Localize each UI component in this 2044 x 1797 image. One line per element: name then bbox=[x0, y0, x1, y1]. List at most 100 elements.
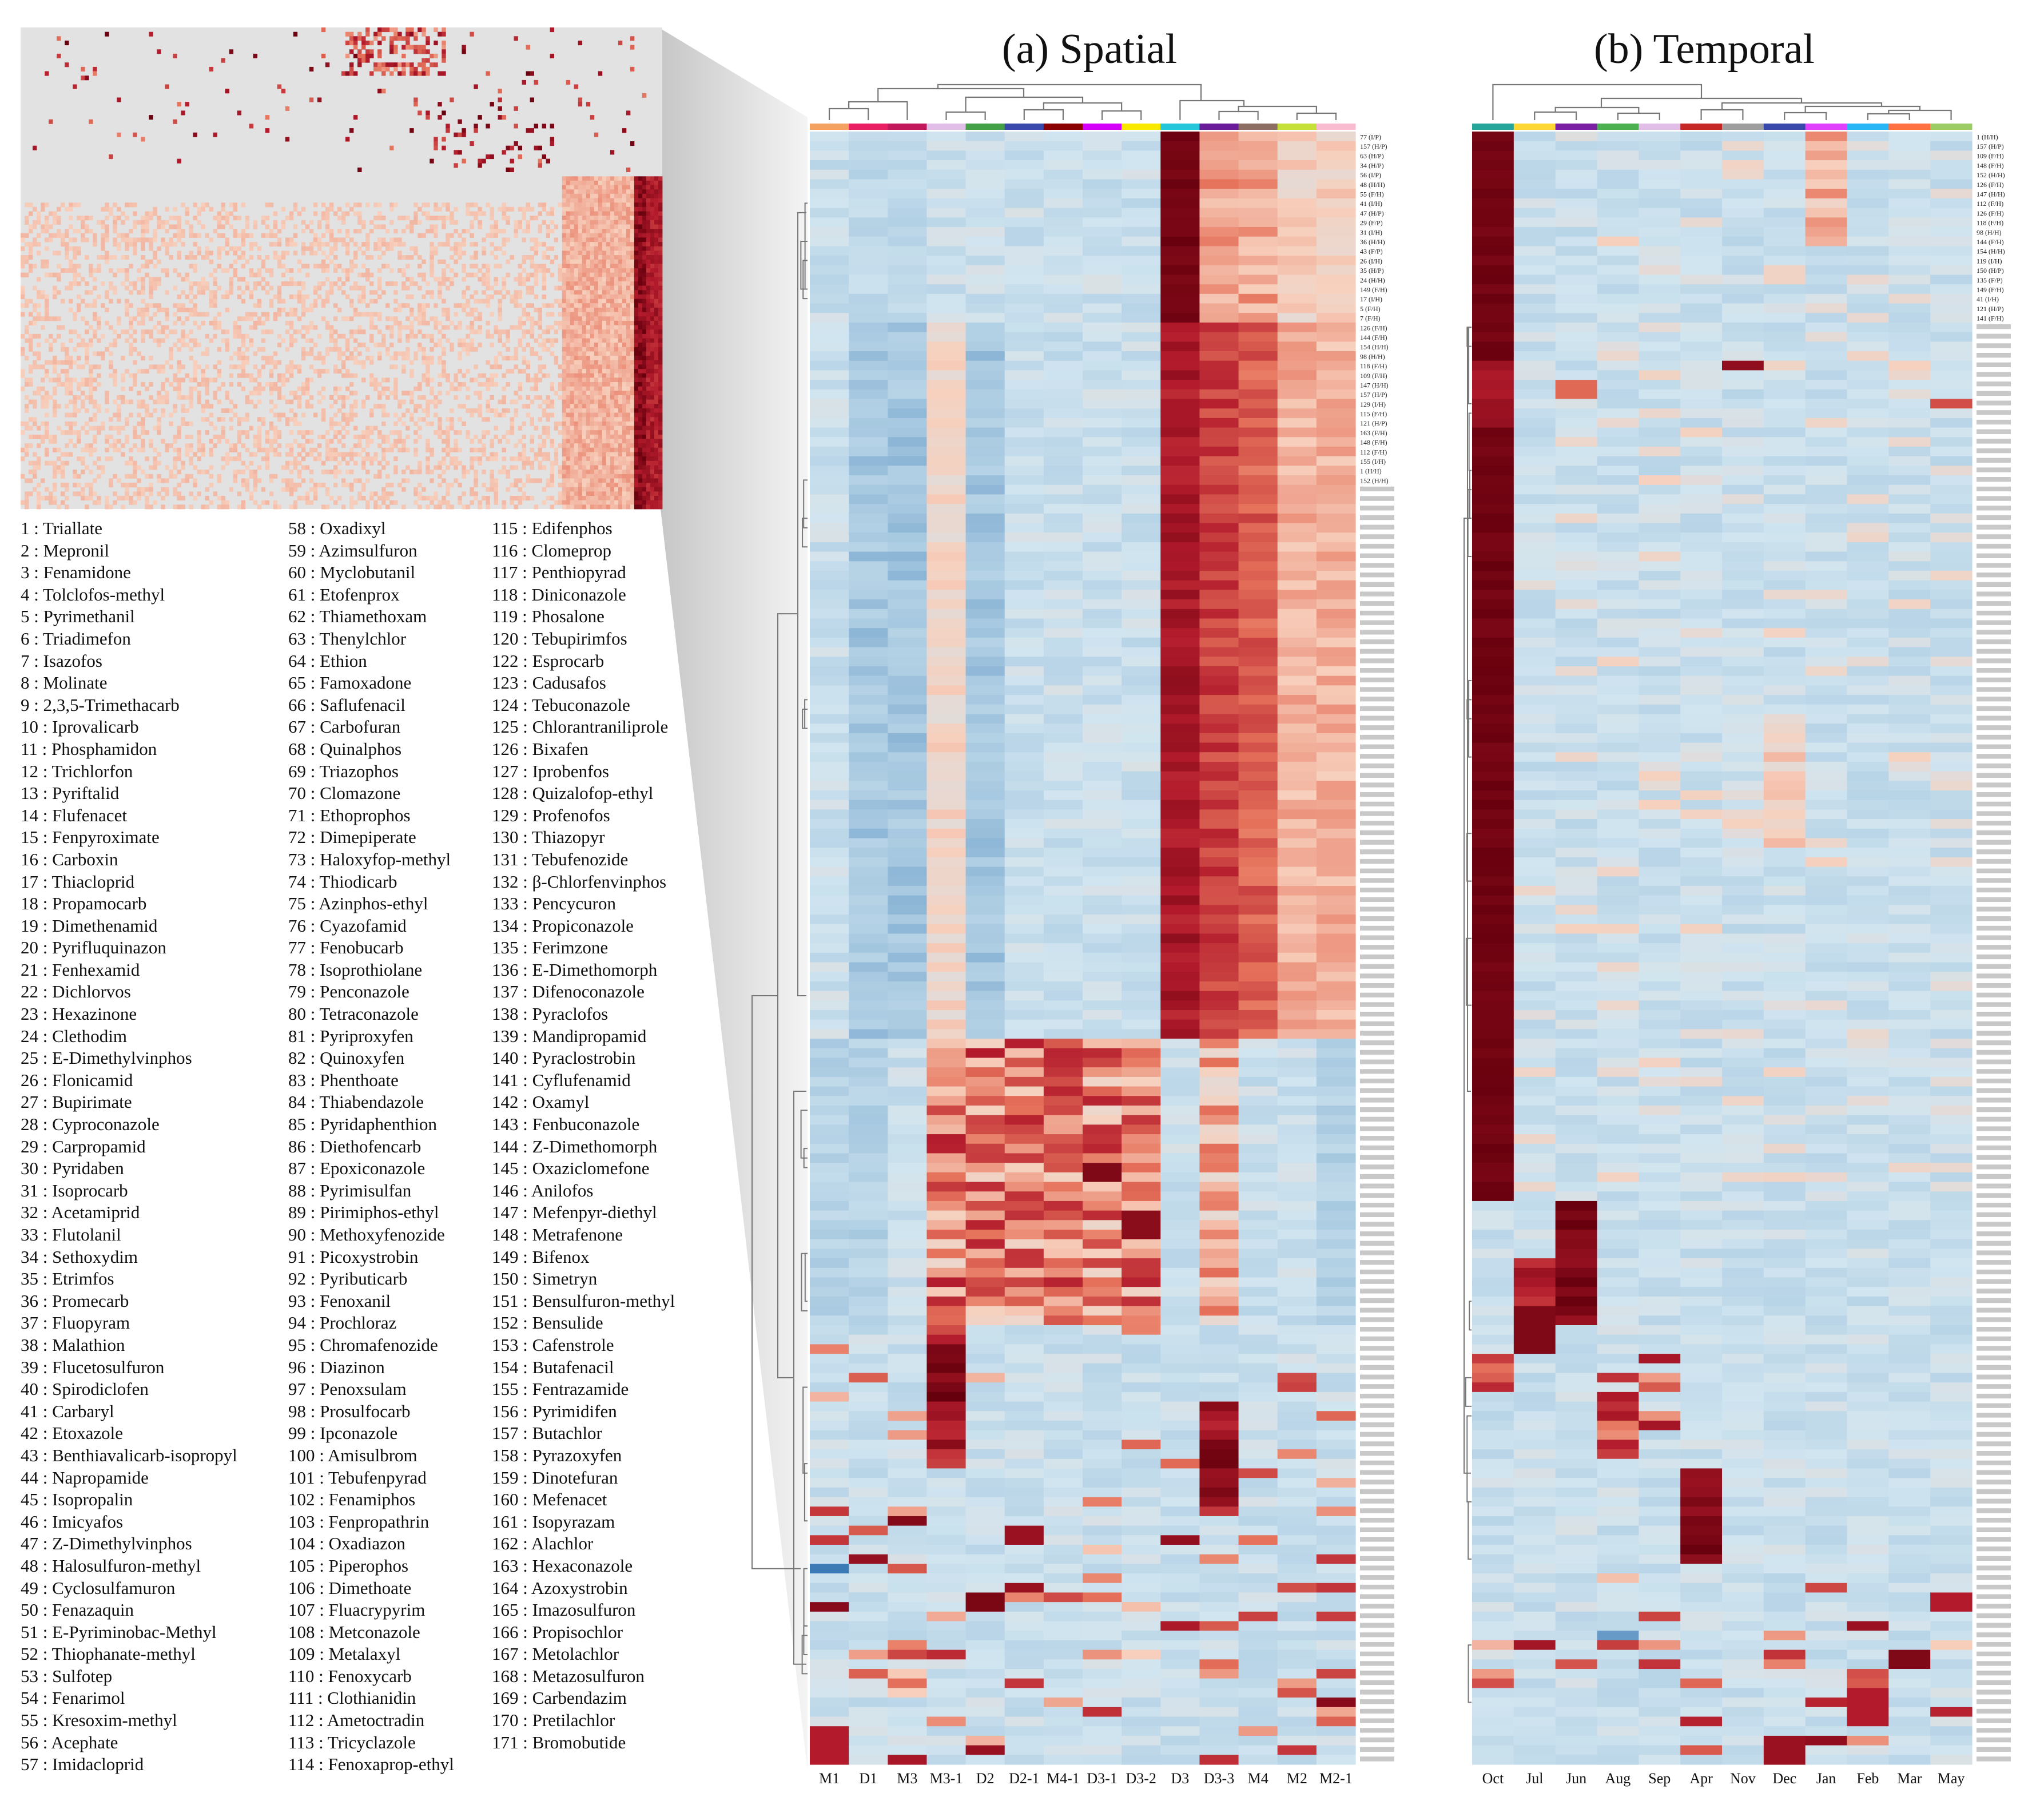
inset-cell bbox=[638, 364, 643, 369]
inset-cell bbox=[57, 373, 61, 378]
inset-cell bbox=[578, 333, 583, 339]
inset-cell bbox=[650, 303, 655, 308]
inset-cell bbox=[249, 255, 254, 260]
inset-cell bbox=[574, 465, 579, 470]
inset-cell bbox=[401, 351, 406, 356]
inset-cell bbox=[478, 211, 482, 216]
inset-cell bbox=[365, 277, 370, 282]
inset-cell bbox=[341, 333, 346, 339]
inset-cell bbox=[385, 303, 390, 308]
inset-cell bbox=[173, 439, 177, 444]
inset-cell bbox=[454, 447, 458, 452]
inset-cell bbox=[309, 452, 314, 457]
inset-cell bbox=[602, 430, 607, 435]
inset-cell bbox=[614, 408, 619, 413]
inset-cell bbox=[401, 303, 406, 308]
inset-cell bbox=[570, 460, 575, 466]
inset-cell bbox=[113, 338, 117, 343]
inset-cell bbox=[341, 395, 346, 400]
inset-cell bbox=[417, 395, 422, 400]
inset-cell bbox=[634, 211, 639, 216]
inset-cell bbox=[341, 316, 346, 321]
inset-cell bbox=[646, 360, 651, 365]
inset-cell bbox=[634, 176, 639, 181]
inset-cell bbox=[594, 211, 599, 216]
inset-cell bbox=[646, 434, 651, 439]
inset-cell bbox=[450, 220, 454, 225]
inset-cell bbox=[586, 281, 591, 287]
inset-cell bbox=[486, 124, 490, 129]
inset-cell bbox=[658, 285, 663, 291]
inset-cell bbox=[409, 66, 414, 71]
inset-cell bbox=[634, 333, 639, 339]
inset-cell bbox=[345, 452, 350, 457]
inset-cell bbox=[626, 333, 631, 339]
inset-cell bbox=[217, 216, 221, 221]
inset-cell bbox=[313, 325, 318, 330]
inset-cell bbox=[93, 351, 97, 356]
inset-cell bbox=[381, 89, 386, 94]
inset-cell bbox=[385, 325, 390, 330]
inset-cell bbox=[582, 338, 587, 343]
inset-cell bbox=[638, 294, 643, 299]
inset-cell bbox=[89, 338, 93, 343]
inset-cell bbox=[289, 343, 294, 348]
inset-cell bbox=[141, 333, 145, 339]
inset-cell bbox=[45, 421, 49, 426]
inset-cell bbox=[630, 382, 635, 387]
inset-cell bbox=[622, 377, 627, 383]
inset-cell bbox=[357, 329, 362, 335]
inset-cell bbox=[618, 364, 623, 369]
inset-cell bbox=[149, 242, 153, 247]
inset-cell bbox=[325, 369, 330, 374]
inset-cell bbox=[69, 430, 73, 435]
inset-cell bbox=[606, 447, 611, 452]
inset-cell bbox=[265, 268, 270, 273]
inset-cell bbox=[257, 382, 262, 387]
inset-cell bbox=[349, 456, 354, 462]
inset-cell bbox=[45, 430, 49, 435]
inset-cell bbox=[598, 272, 603, 277]
inset-cell bbox=[41, 294, 45, 299]
inset-cell bbox=[562, 299, 567, 304]
inset-cell bbox=[494, 329, 498, 335]
inset-cell bbox=[454, 312, 458, 317]
inset-cell bbox=[654, 356, 659, 361]
inset-cell bbox=[594, 443, 599, 448]
inset-cell bbox=[594, 351, 599, 356]
inset-cell bbox=[606, 329, 611, 335]
inset-cell bbox=[594, 259, 599, 264]
inset-cell bbox=[165, 268, 169, 273]
inset-cell bbox=[630, 325, 635, 330]
inset-cell bbox=[69, 364, 73, 369]
inset-cell bbox=[109, 426, 113, 431]
inset-cell bbox=[133, 251, 137, 256]
inset-cell bbox=[341, 220, 346, 225]
inset-cell bbox=[634, 404, 639, 409]
inset-cell bbox=[357, 443, 362, 448]
inset-cell bbox=[333, 303, 338, 308]
inset-cell bbox=[562, 202, 567, 208]
inset-cell bbox=[93, 242, 97, 247]
inset-cell bbox=[562, 307, 567, 312]
inset-cell bbox=[438, 290, 442, 295]
inset-cell bbox=[221, 338, 225, 343]
inset-cell bbox=[401, 364, 406, 369]
inset-cell bbox=[217, 246, 221, 251]
inset-cell bbox=[29, 299, 33, 304]
inset-cell bbox=[361, 294, 366, 299]
inset-cell bbox=[618, 404, 623, 409]
inset-cell bbox=[658, 360, 663, 365]
inset-cell bbox=[285, 369, 290, 374]
inset-cell bbox=[221, 202, 225, 208]
inset-cell bbox=[209, 290, 213, 295]
inset-cell bbox=[566, 307, 571, 312]
inset-cell bbox=[309, 338, 314, 343]
inset-cell bbox=[574, 316, 579, 321]
inset-cell bbox=[486, 382, 490, 387]
inset-cell bbox=[590, 251, 595, 256]
inset-cell bbox=[614, 255, 619, 260]
inset-cell bbox=[145, 220, 149, 225]
inset-cell bbox=[193, 242, 197, 247]
inset-cell bbox=[474, 364, 478, 369]
